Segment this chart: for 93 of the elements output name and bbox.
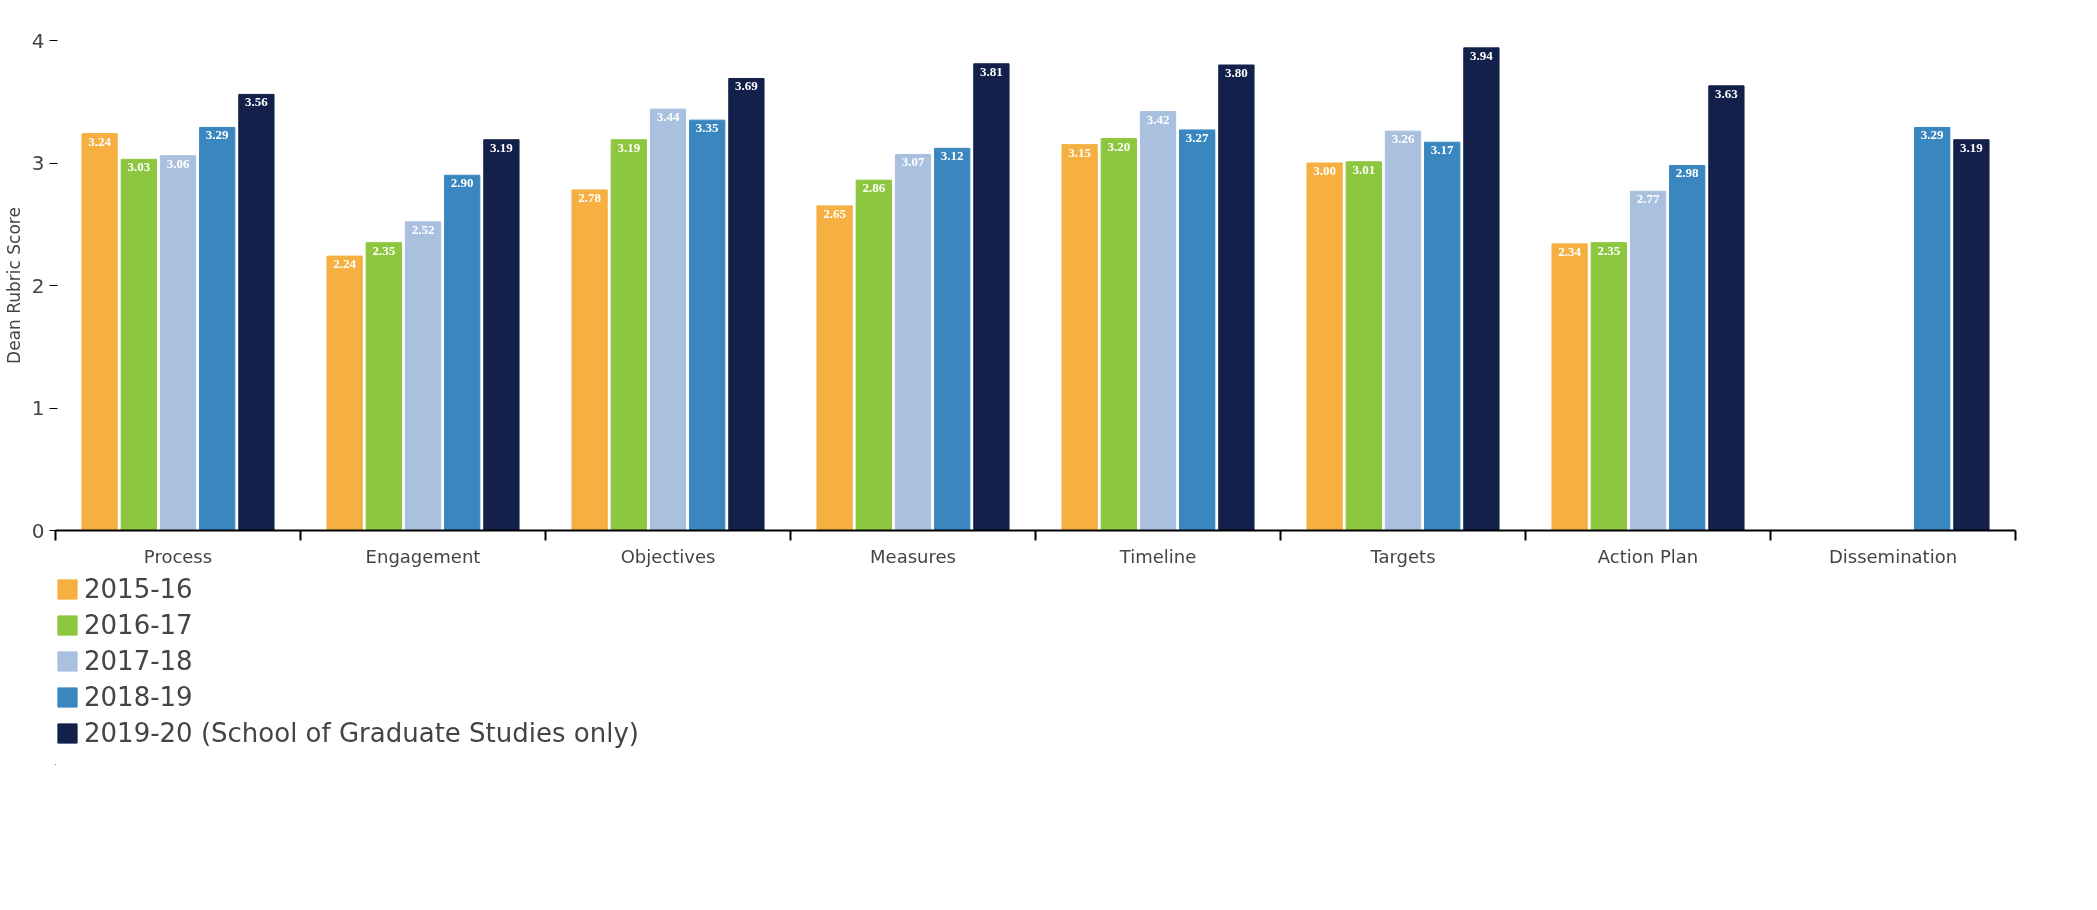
- bar: [1953, 139, 1990, 531]
- bar: [1551, 243, 1588, 531]
- y-tick-label: 4: [31, 28, 45, 53]
- data-label: 3.07: [901, 154, 925, 170]
- x-tick-label: Engagement: [365, 545, 481, 567]
- data-label: 2.78: [578, 189, 602, 205]
- bar: [816, 205, 853, 531]
- x-tick-label: Objectives: [620, 545, 716, 567]
- bar: [199, 126, 236, 531]
- data-label: 3.35: [695, 120, 720, 136]
- bar: [1629, 190, 1667, 531]
- data-label: 2.52: [411, 221, 435, 237]
- y-tick-label: 1: [31, 396, 45, 420]
- data-label: 2.65: [823, 205, 847, 221]
- y-tick-label: 2: [31, 273, 45, 298]
- bar: [934, 147, 971, 531]
- bar: [238, 93, 275, 531]
- bar: [1179, 129, 1216, 531]
- bar: [973, 63, 1010, 531]
- data-label: 3.12: [940, 148, 964, 164]
- bar: [1306, 162, 1343, 531]
- data-label: 2.24: [333, 256, 357, 272]
- data-label: 3.69: [735, 78, 759, 94]
- bar: [1218, 64, 1255, 531]
- data-label: 3.24: [88, 133, 112, 149]
- bar: [1590, 242, 1627, 531]
- bar: [1345, 161, 1382, 531]
- data-label: 3.94: [1470, 47, 1494, 63]
- legend-label: 2015-16: [84, 574, 193, 604]
- x-tick-label: Measures: [870, 545, 956, 567]
- data-label: 3.19: [1960, 139, 1984, 155]
- data-label: 2.86: [862, 180, 886, 196]
- bar: [1061, 144, 1098, 531]
- bar: [1384, 130, 1422, 531]
- data-label: 2.77: [1636, 191, 1660, 207]
- bar: [855, 179, 892, 531]
- data-label: 3.56: [245, 94, 269, 110]
- bar: [1914, 126, 1951, 531]
- bar: [728, 77, 765, 531]
- data-label: 3.19: [617, 139, 641, 155]
- y-tick-label: 0: [31, 518, 45, 543]
- data-label: 3.42: [1146, 111, 1170, 127]
- bar: [689, 119, 726, 531]
- bar: [444, 174, 481, 531]
- data-label: 2.98: [1675, 165, 1700, 181]
- data-label: 3.01: [1352, 161, 1376, 177]
- bar: [120, 158, 157, 531]
- bar: [649, 108, 687, 531]
- bar: [610, 139, 647, 531]
- bar: [1669, 164, 1706, 531]
- data-label: 3.03: [127, 159, 151, 175]
- bar: [404, 221, 442, 531]
- x-tick-label: Targets: [1369, 545, 1436, 567]
- bar: [483, 139, 520, 531]
- legend-label: 2016-17: [84, 610, 193, 640]
- legend-label: 2019-20 (School of Graduate Studies only): [84, 718, 639, 748]
- bar: [365, 242, 402, 531]
- bar: [159, 155, 197, 531]
- data-label: 3.20: [1107, 138, 1131, 154]
- y-axis-title: Dean Rubric Score: [3, 207, 24, 364]
- data-label: 3.17: [1430, 142, 1455, 158]
- bar: [1100, 138, 1137, 531]
- x-tick-label: Action Plan: [1597, 545, 1699, 567]
- data-label: 3.26: [1391, 131, 1415, 147]
- bar: [894, 153, 932, 531]
- data-label: 3.29: [1920, 127, 1945, 143]
- bar: [326, 255, 363, 531]
- legend-label: 2018-19: [84, 682, 193, 712]
- data-label: 3.29: [205, 127, 230, 143]
- data-label: 2.35: [1597, 242, 1621, 258]
- x-tick-label: Process: [143, 545, 213, 567]
- data-label: 2.35: [372, 242, 396, 258]
- bar: [1424, 141, 1461, 531]
- data-label: 3.44: [656, 109, 680, 125]
- bar: [1139, 111, 1177, 531]
- data-label: 3.27: [1185, 129, 1210, 145]
- bar: [1708, 85, 1745, 531]
- data-label: 3.19: [490, 139, 514, 155]
- bar: [571, 189, 608, 531]
- y-tick-label: 3: [31, 151, 45, 175]
- x-tick-label: Dissemination: [1828, 545, 1958, 567]
- data-label: 3.06: [166, 155, 190, 171]
- data-label: 3.00: [1313, 163, 1336, 178]
- legend-label: 2017-18: [84, 646, 193, 676]
- bar: [1463, 47, 1500, 531]
- data-label: 2.34: [1558, 243, 1582, 259]
- data-label: 3.81: [980, 63, 1003, 79]
- data-label: 3.63: [1715, 85, 1739, 101]
- data-label: 3.80: [1225, 65, 1248, 80]
- data-label: 2.90: [450, 175, 474, 191]
- data-label: 3.15: [1068, 144, 1092, 160]
- x-tick-label: Timeline: [1118, 545, 1197, 567]
- bar: [81, 133, 118, 531]
